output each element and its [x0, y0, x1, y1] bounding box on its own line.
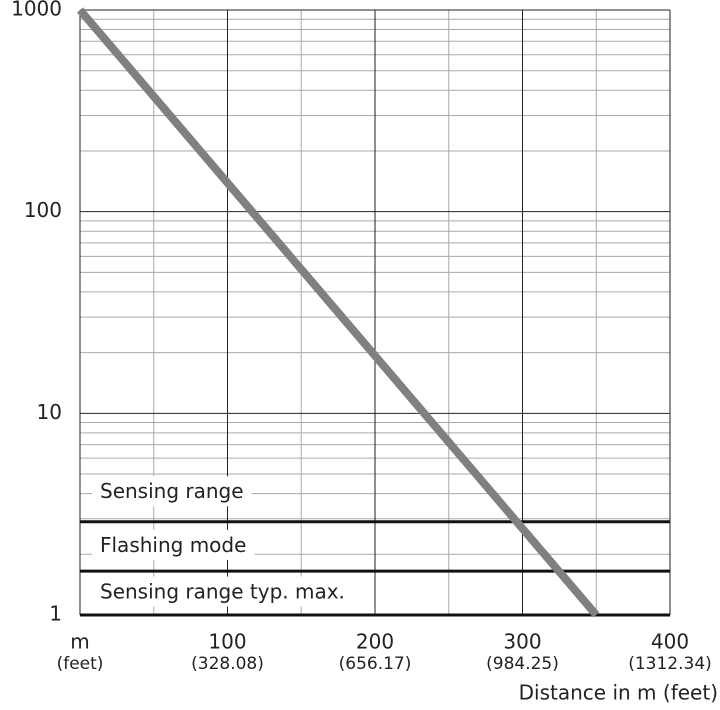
- x-tick-sublabel: (984.25): [486, 654, 559, 674]
- zone-label: Sensing range typ. max.: [100, 580, 345, 604]
- x-tick-label: 400: [651, 630, 689, 654]
- x-tick-label: 300: [503, 630, 541, 654]
- x-tick-sublabel: (328.08): [191, 654, 264, 674]
- x-tick-sublabel: (feet): [57, 654, 104, 674]
- zone-label: Sensing range: [100, 479, 244, 503]
- zone-label: Flashing mode: [100, 533, 246, 557]
- zone-label-bg: [92, 476, 252, 507]
- x-tick-sublabel: (656.17): [339, 654, 412, 674]
- zone-label-bg: [92, 576, 353, 607]
- x-axis-label: Distance in m (feet): [519, 681, 718, 705]
- line: [76, 7, 600, 618]
- y-tick-label: 1: [49, 602, 62, 626]
- x-tick-label: 200: [356, 630, 394, 654]
- zone-label-bg: [92, 529, 255, 560]
- x-tick-label: 100: [208, 630, 246, 654]
- x-tick-label: m: [70, 630, 89, 654]
- y-tick-label: 1000: [11, 0, 62, 21]
- y-tick-label: 10: [37, 400, 62, 424]
- x-tick-sublabel: (1312.34): [628, 654, 712, 674]
- y-tick-label: 100: [24, 198, 62, 222]
